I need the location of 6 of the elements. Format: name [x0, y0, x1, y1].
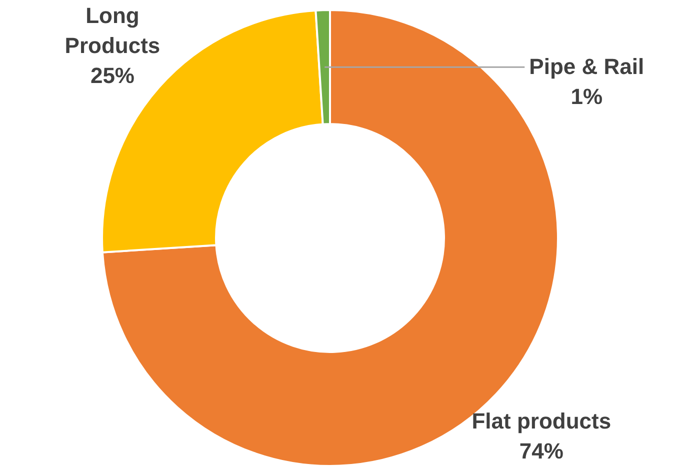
- slice-label: Flat products: [472, 408, 612, 434]
- slice-label: Pipe & Rail: [529, 54, 644, 80]
- data-label: 1%: [570, 84, 603, 110]
- data-label: 74%: [519, 438, 564, 464]
- data-label: 25%: [90, 63, 134, 88]
- slice-label: Long Products: [64, 3, 160, 58]
